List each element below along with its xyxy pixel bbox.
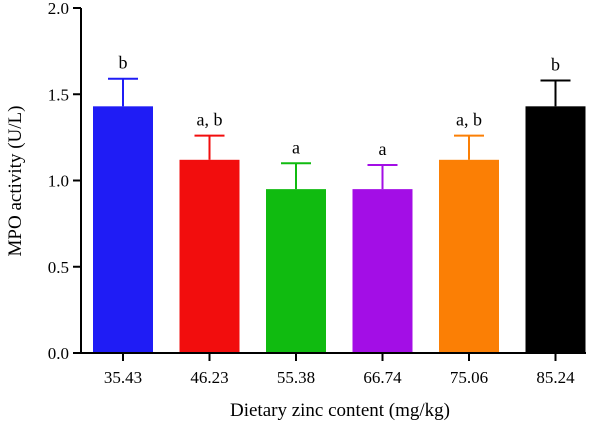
x-tick-label: 85.24 bbox=[536, 368, 575, 387]
y-tick-label: 2.0 bbox=[48, 0, 69, 18]
significance-label: a bbox=[292, 137, 300, 157]
x-tick-label: 75.06 bbox=[450, 368, 488, 387]
significance-label: b bbox=[551, 54, 560, 74]
axes-group bbox=[80, 8, 586, 354]
x-tick-label: 55.38 bbox=[277, 368, 315, 387]
y-tick-label: 1.5 bbox=[48, 85, 69, 104]
bar bbox=[352, 189, 413, 353]
x-ticks-group: 35.43 46.23 55.38 66.74 75.06 85.24 bbox=[104, 353, 575, 387]
significance-label: a, b bbox=[197, 110, 223, 130]
x-tick-label: 35.43 bbox=[104, 368, 142, 387]
y-ticks-group: 0.0 0.5 1.0 1.5 2.0 bbox=[48, 0, 81, 363]
significance-labels-group: b a, b a a a, b b bbox=[119, 53, 561, 159]
y-tick-label: 1.0 bbox=[48, 172, 69, 191]
y-axis-title: MPO activity (U/L) bbox=[5, 106, 26, 257]
bar bbox=[179, 159, 240, 353]
bar bbox=[266, 189, 326, 353]
significance-label: a, b bbox=[456, 110, 482, 130]
bars-group bbox=[93, 106, 586, 353]
y-tick-label: 0.0 bbox=[48, 344, 69, 363]
significance-label: b bbox=[119, 53, 128, 73]
x-tick-label: 46.23 bbox=[190, 368, 228, 387]
bar bbox=[439, 159, 499, 353]
y-tick-label: 0.5 bbox=[48, 258, 69, 277]
bar bbox=[93, 106, 153, 353]
significance-label: a bbox=[379, 139, 387, 159]
x-tick-label: 66.74 bbox=[363, 368, 402, 387]
error-bars-group bbox=[108, 77, 571, 190]
x-axis-title: Dietary zinc content (mg/kg) bbox=[230, 400, 450, 421]
bar bbox=[525, 106, 586, 353]
